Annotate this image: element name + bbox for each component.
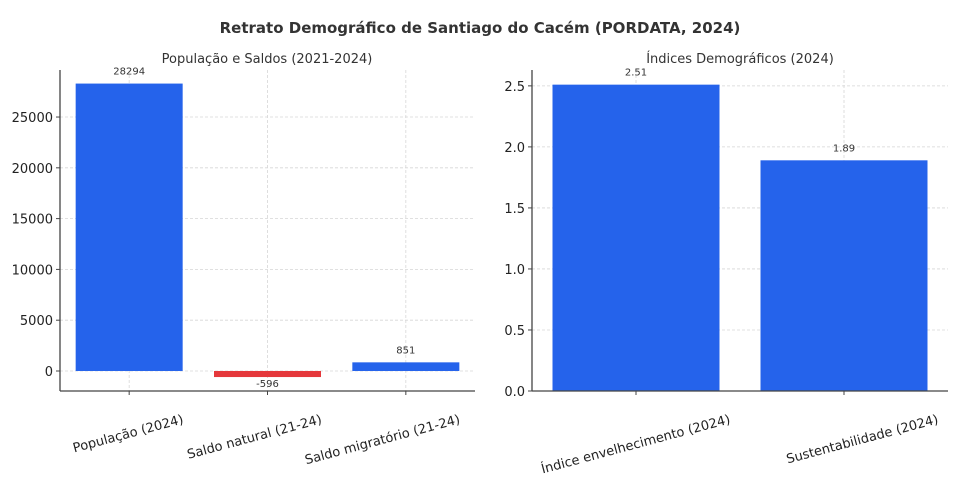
bar <box>760 160 928 391</box>
right-chart-title: Índices Demográficos (2024) <box>646 51 834 67</box>
bar <box>352 362 460 371</box>
x-tick-label: Saldo migratório (21-24) <box>303 412 461 468</box>
y-tick-label: 20000 <box>12 162 53 177</box>
right-chart: 0.0 0.5 1.0 1.5 2.0 2.5 2.51 Índice envelhecime… <box>504 68 948 477</box>
bar <box>214 370 321 378</box>
x-tick-label: Índice envelhecimento (2024) <box>539 411 732 477</box>
y-tick-label: 1.0 <box>504 263 525 278</box>
y-tick-label: 2.5 <box>504 80 525 95</box>
bar <box>75 83 183 371</box>
figure-title: Retrato Demográfico de Santiago do Cacém… <box>220 19 741 37</box>
y-tick-label: 1.5 <box>504 202 525 217</box>
y-tick-label: 0.5 <box>504 324 525 339</box>
y-tick-label: 15000 <box>12 213 53 228</box>
y-tick-label: 0.0 <box>504 385 525 400</box>
x-tick-label: População (2024) <box>71 412 185 456</box>
data-label: -596 <box>256 379 279 390</box>
left-chart: 0 5000 10000 15000 20000 25000 28294 População … <box>12 67 475 468</box>
x-tick-label: Sustentabilidade (2024) <box>785 412 940 467</box>
y-tick-label: 2.0 <box>504 141 525 156</box>
data-label: 1.89 <box>833 143 855 154</box>
y-tick-label: 0 <box>45 365 53 380</box>
y-tick-label: 5000 <box>20 314 53 329</box>
bar <box>552 84 720 391</box>
data-label: 28294 <box>113 67 145 78</box>
data-label: 2.51 <box>625 68 647 79</box>
y-tick-label: 10000 <box>12 263 53 278</box>
y-tick-label: 25000 <box>12 111 53 126</box>
data-label: 851 <box>396 345 415 356</box>
left-chart-title: População e Saldos (2021-2024) <box>162 52 373 67</box>
